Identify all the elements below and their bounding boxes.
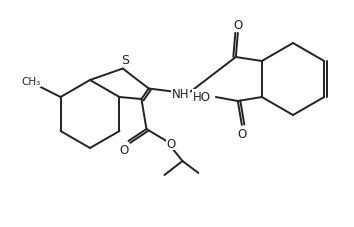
Text: O: O (233, 18, 242, 31)
Text: S: S (121, 54, 129, 67)
Text: O: O (120, 144, 129, 157)
Text: CH₃: CH₃ (21, 77, 40, 87)
Text: HO: HO (193, 90, 211, 103)
Text: O: O (167, 137, 176, 150)
Text: NH: NH (172, 88, 189, 101)
Text: O: O (237, 128, 246, 141)
